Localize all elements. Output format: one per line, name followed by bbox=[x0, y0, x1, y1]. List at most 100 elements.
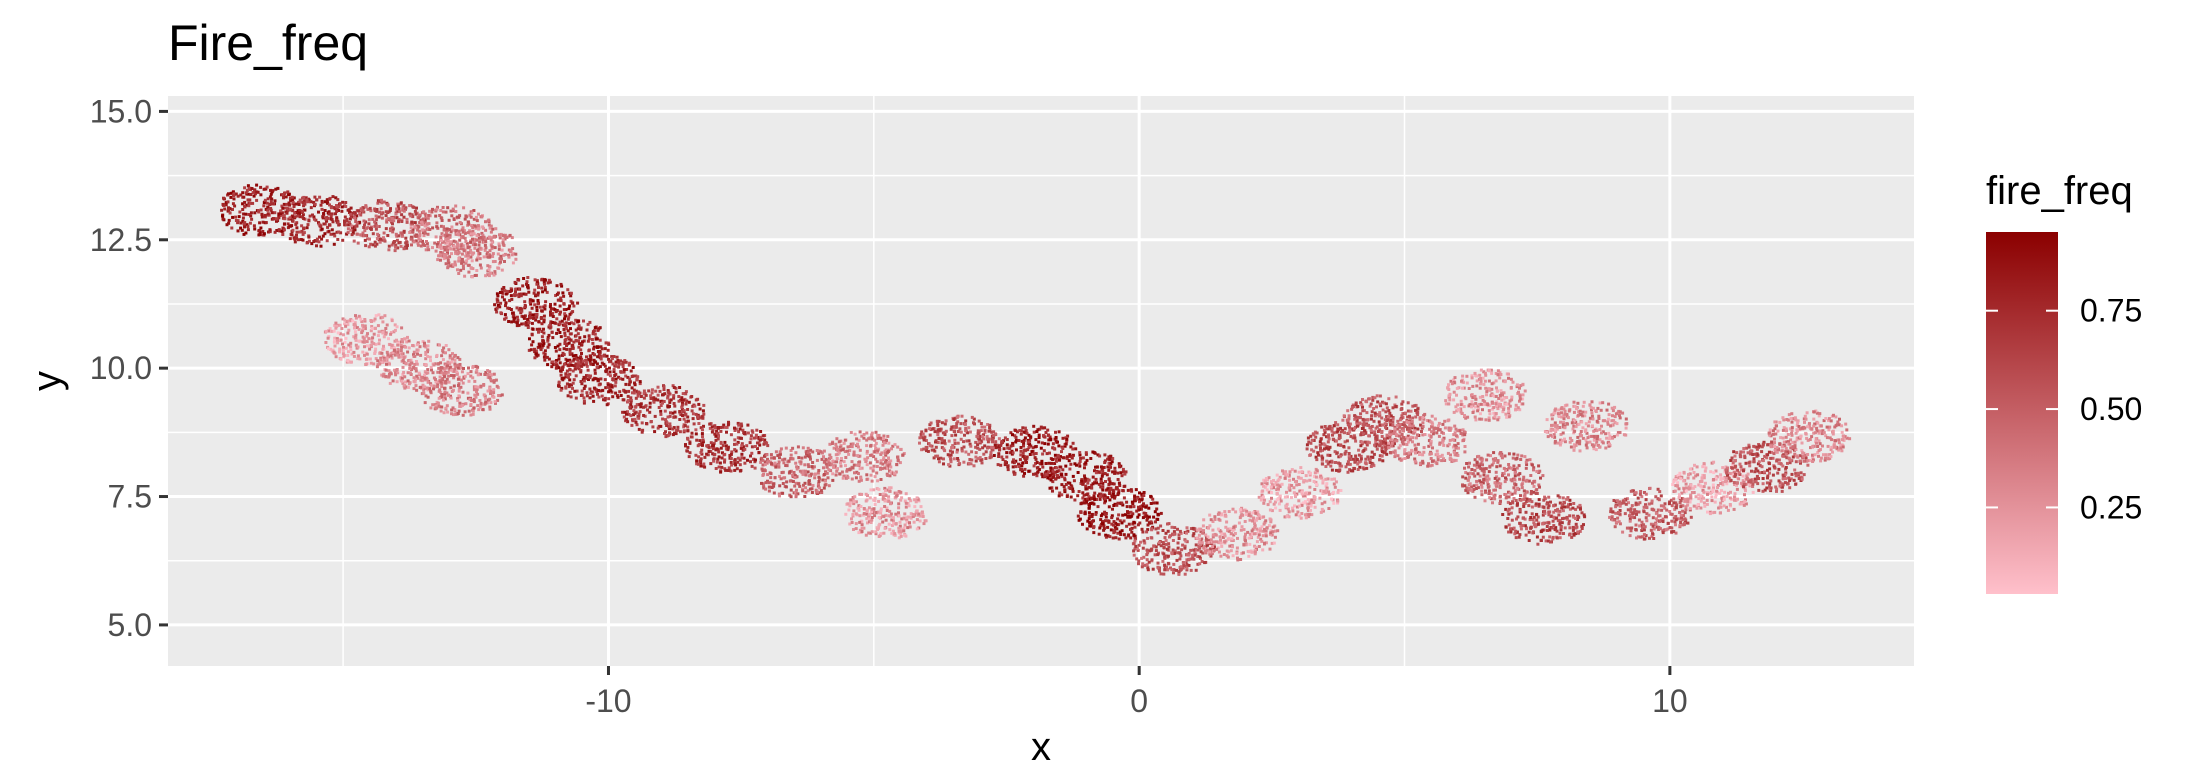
raster-cell bbox=[1061, 436, 1065, 440]
raster-cell bbox=[502, 298, 506, 302]
raster-cell bbox=[889, 514, 892, 518]
raster-cell bbox=[1101, 469, 1105, 473]
raster-cell bbox=[260, 212, 264, 216]
raster-cell bbox=[877, 487, 881, 491]
raster-cell bbox=[553, 302, 557, 306]
raster-cell bbox=[1089, 502, 1093, 505]
raster-cell bbox=[1061, 447, 1065, 450]
raster-cell bbox=[764, 487, 768, 491]
raster-cell bbox=[492, 395, 496, 399]
raster-cell bbox=[664, 418, 667, 422]
raster-cell bbox=[1103, 453, 1107, 457]
raster-cell bbox=[770, 462, 774, 466]
raster-cell bbox=[877, 510, 881, 514]
raster-cell bbox=[672, 386, 676, 389]
raster-cell bbox=[365, 226, 369, 230]
raster-cell bbox=[292, 205, 296, 208]
raster-cell bbox=[550, 330, 554, 334]
raster-cell bbox=[763, 463, 767, 467]
raster-cell bbox=[395, 207, 399, 211]
raster-cell bbox=[402, 204, 406, 208]
raster-cell bbox=[1146, 551, 1150, 555]
raster-cell bbox=[841, 448, 845, 452]
raster-cell bbox=[1111, 457, 1115, 460]
raster-cell bbox=[395, 380, 399, 384]
raster-cell bbox=[263, 213, 267, 217]
raster-cell bbox=[346, 331, 350, 335]
raster-cell bbox=[1162, 546, 1166, 550]
raster-cell bbox=[460, 228, 464, 232]
raster-cell bbox=[1099, 477, 1103, 481]
raster-cell bbox=[890, 447, 893, 451]
raster-cell bbox=[634, 405, 638, 409]
raster-cell bbox=[1156, 561, 1160, 565]
raster-cell bbox=[823, 479, 827, 483]
raster-cell bbox=[1085, 493, 1089, 497]
raster-cell bbox=[1106, 496, 1110, 500]
raster-cell bbox=[870, 530, 874, 534]
raster-cell bbox=[1081, 456, 1085, 460]
raster-cell bbox=[493, 400, 497, 404]
raster-cell bbox=[1088, 524, 1092, 528]
raster-cell bbox=[440, 354, 444, 358]
raster-cell bbox=[1081, 480, 1085, 484]
raster-cell bbox=[1000, 440, 1004, 443]
raster-cell bbox=[1144, 505, 1148, 509]
raster-cell bbox=[862, 436, 866, 440]
raster-cell bbox=[373, 220, 377, 224]
raster-cell bbox=[384, 214, 388, 218]
raster-cell bbox=[1107, 468, 1111, 472]
raster-cell bbox=[864, 492, 868, 496]
raster-cell bbox=[489, 379, 493, 383]
raster-cell bbox=[1019, 453, 1023, 457]
raster-cell bbox=[681, 398, 685, 402]
raster-cell bbox=[436, 362, 440, 366]
raster-cell bbox=[528, 311, 532, 315]
raster-cell bbox=[897, 490, 901, 493]
raster-cell bbox=[406, 371, 410, 375]
raster-cell bbox=[580, 389, 584, 393]
raster-cell bbox=[1204, 551, 1208, 555]
raster-cell bbox=[426, 226, 430, 230]
raster-cell bbox=[852, 453, 856, 457]
raster-cell bbox=[1156, 512, 1160, 516]
raster-cell bbox=[452, 376, 456, 380]
raster-cell bbox=[1034, 462, 1037, 465]
raster-cell bbox=[436, 226, 440, 230]
raster-cell bbox=[822, 455, 825, 459]
raster-cell bbox=[941, 431, 945, 435]
raster-cell bbox=[993, 432, 997, 436]
raster-cell bbox=[1073, 462, 1077, 466]
raster-cell bbox=[738, 469, 742, 473]
raster-cell bbox=[538, 327, 542, 331]
raster-cell bbox=[363, 223, 366, 227]
raster-cell bbox=[592, 399, 596, 403]
raster-cell bbox=[451, 357, 454, 361]
raster-cell bbox=[983, 444, 987, 448]
raster-cell bbox=[396, 246, 400, 250]
raster-cell bbox=[263, 198, 267, 202]
raster-cell bbox=[857, 463, 861, 466]
raster-cell bbox=[511, 261, 515, 265]
raster-cell bbox=[390, 356, 394, 360]
raster-cell bbox=[419, 353, 423, 357]
raster-cell bbox=[510, 297, 514, 301]
raster-cell bbox=[911, 513, 915, 516]
raster-cell bbox=[420, 222, 424, 226]
raster-cell bbox=[1173, 526, 1177, 530]
raster-cell bbox=[717, 465, 721, 469]
raster-cell bbox=[814, 472, 818, 476]
raster-cell bbox=[690, 395, 694, 398]
raster-cell bbox=[674, 390, 678, 394]
raster-cell bbox=[1114, 536, 1118, 540]
raster-cell bbox=[1078, 459, 1082, 463]
raster-cell bbox=[605, 354, 609, 358]
raster-cell bbox=[652, 400, 656, 404]
raster-cell bbox=[569, 327, 572, 331]
raster-cell bbox=[1055, 466, 1059, 470]
raster-cell bbox=[767, 481, 771, 485]
raster-cell bbox=[415, 362, 419, 366]
raster-cell bbox=[1153, 553, 1157, 557]
raster-cell bbox=[362, 226, 366, 229]
raster-cell bbox=[1064, 442, 1068, 446]
